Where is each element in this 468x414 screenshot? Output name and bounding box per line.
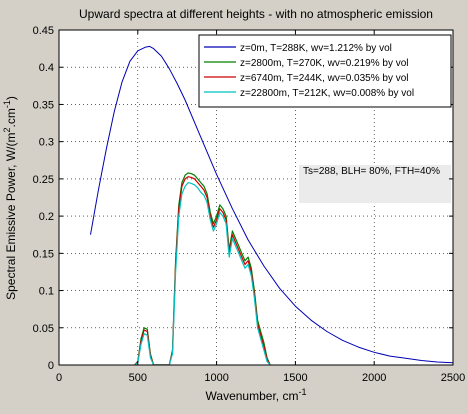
legend: z=0m, T=288K, wv=1.212% by vol z=2800m, T… [198,34,452,108]
y-axis-label-text: Spectral Emissive Power, W/(m [4,133,18,300]
y-tick-label: 0.25 [33,174,54,186]
y-tick-label: 0.4 [39,62,54,74]
legend-label: z=0m, T=288K, wv=1.212% by vol [240,43,392,54]
y-tick-label: 0.35 [33,99,54,111]
legend-label: z=6740m, T=244K, wv=0.035% by vol [240,73,409,84]
y-axis-label-end: ) [4,96,18,100]
axis-ticks: 0 500 1000 1500 2000 2500 0 0.05 0.1 0.15 0.2 0.25 0… [33,25,466,384]
series-line-4 [134,182,271,365]
annotation-text: Ts=288, BLH= 80%, FTH=40% [303,166,440,177]
x-tick-label: 2500 [441,372,465,384]
series-line-3 [134,176,271,365]
series-line-2 [134,172,271,365]
y-tick-label: 0.45 [33,25,54,37]
x-tick-label: 2000 [362,372,386,384]
y-tick-label: 0.15 [33,248,54,260]
y-tick-label: 0.2 [39,211,54,223]
y-tick-label: 0.05 [33,323,54,335]
annotation-box [299,165,451,203]
series-layer [90,45,453,365]
y-axis-label-sup2: -1 [2,100,12,108]
legend-box [198,34,452,108]
x-tick-label: 0 [56,372,62,384]
series-line-1 [90,45,453,364]
x-tick-label: 1000 [204,372,228,384]
x-axis-label-sup: -1 [298,387,306,397]
plot-frame [58,29,454,366]
x-axis-label: Wavenumber, cm-1 [206,387,307,403]
y-axis-label: Spectral Emissive Power, W/(m2.cm-1) [2,96,18,300]
legend-label: z=2800m, T=270K, wv=0.219% by vol [240,58,409,69]
x-tick-label: 1500 [283,372,307,384]
legend-label: z=22800m, T=212K, wv=0.008% by vol [240,88,414,99]
y-tick-label: 0.3 [39,137,54,149]
y-tick-label: 0 [48,360,54,372]
y-axis-label-mid: .cm [4,108,18,127]
x-axis-label-text: Wavenumber, cm [206,389,299,403]
chart-title: Upward spectra at different heights - wi… [79,7,433,21]
y-tick-label: 0.1 [39,286,54,298]
x-tick-label: 500 [129,372,147,384]
y-axis-label-sup1: 2 [2,127,12,132]
